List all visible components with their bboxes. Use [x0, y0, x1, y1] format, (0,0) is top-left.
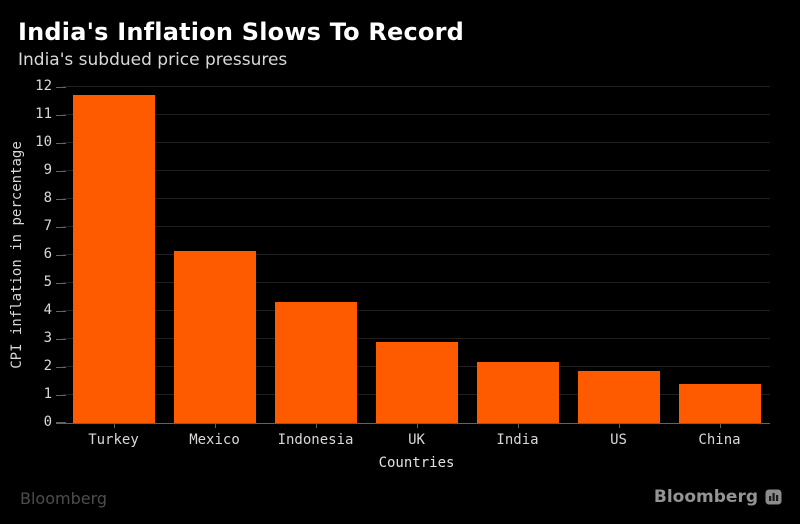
bloomberg-wordmark-left: Bloomberg — [20, 489, 108, 508]
x-axis-tick — [315, 423, 317, 428]
y-axis-tick — [56, 171, 66, 172]
y-tick-label: 8 — [43, 190, 52, 206]
y-axis-tick — [56, 422, 66, 423]
gridline — [63, 86, 770, 87]
bar-indonesia — [274, 301, 357, 423]
x-tick-label-us: US — [610, 432, 627, 448]
x-tick-label-mexico: Mexico — [189, 432, 240, 448]
y-axis-tick — [56, 143, 66, 144]
y-tick-label: 4 — [43, 302, 52, 318]
y-tick-label: 2 — [43, 358, 52, 374]
gridline — [63, 310, 770, 311]
gridline — [63, 282, 770, 283]
gridline — [63, 170, 770, 171]
y-axis-tick — [56, 367, 66, 368]
y-axis-tick — [56, 395, 66, 396]
x-tick-label-india: India — [496, 432, 539, 448]
bar-china — [678, 383, 761, 423]
gridline — [63, 142, 770, 143]
bloomberg-terminal-icon — [765, 489, 782, 505]
x-axis-line — [56, 423, 770, 424]
y-tick-label: 0 — [43, 414, 52, 430]
y-axis-tick — [56, 199, 66, 200]
x-axis-tick — [517, 423, 519, 428]
y-axis-tick — [56, 255, 66, 256]
gridline — [63, 254, 770, 255]
gridline — [63, 114, 770, 115]
x-tick-label-turkey: Turkey — [88, 432, 139, 448]
y-axis-tick — [56, 283, 66, 284]
x-axis-title: Countries — [378, 455, 455, 471]
chart-subtitle: India's subdued price pressures — [18, 50, 288, 70]
y-tick-label: 11 — [35, 106, 52, 122]
y-tick-label: 5 — [43, 274, 52, 290]
y-tick-label: 3 — [43, 330, 52, 346]
bar-uk — [375, 341, 458, 423]
x-axis-tick — [618, 423, 620, 428]
y-axis-tick — [56, 311, 66, 312]
bar-us — [577, 370, 660, 423]
y-axis-tick — [56, 227, 66, 228]
bar-mexico — [173, 250, 256, 423]
chart-title: India's Inflation Slows To Record — [18, 18, 465, 46]
gridline — [63, 226, 770, 227]
y-axis-tick — [56, 115, 66, 116]
y-axis-tick — [56, 87, 66, 88]
y-tick-label: 1 — [43, 386, 52, 402]
bar-india — [476, 361, 559, 423]
y-tick-label: 7 — [43, 218, 52, 234]
bloomberg-brand-right: Bloomberg — [654, 487, 782, 507]
x-axis-tick — [416, 423, 418, 428]
y-tick-label: 9 — [43, 162, 52, 178]
bar-turkey — [72, 94, 155, 423]
y-tick-label: 12 — [35, 78, 52, 94]
y-tick-label: 10 — [35, 134, 52, 150]
y-axis-tick — [56, 339, 66, 340]
gridline — [63, 338, 770, 339]
gridline — [63, 198, 770, 199]
bloomberg-wordmark-right: Bloomberg — [653, 487, 758, 507]
y-tick-label: 6 — [43, 246, 52, 262]
x-axis-tick — [214, 423, 216, 428]
x-axis-tick — [113, 423, 115, 428]
x-tick-label-china: China — [698, 432, 741, 448]
x-tick-label-indonesia: Indonesia — [277, 432, 354, 448]
x-tick-label-uk: UK — [408, 432, 425, 448]
x-axis-tick — [719, 423, 721, 428]
